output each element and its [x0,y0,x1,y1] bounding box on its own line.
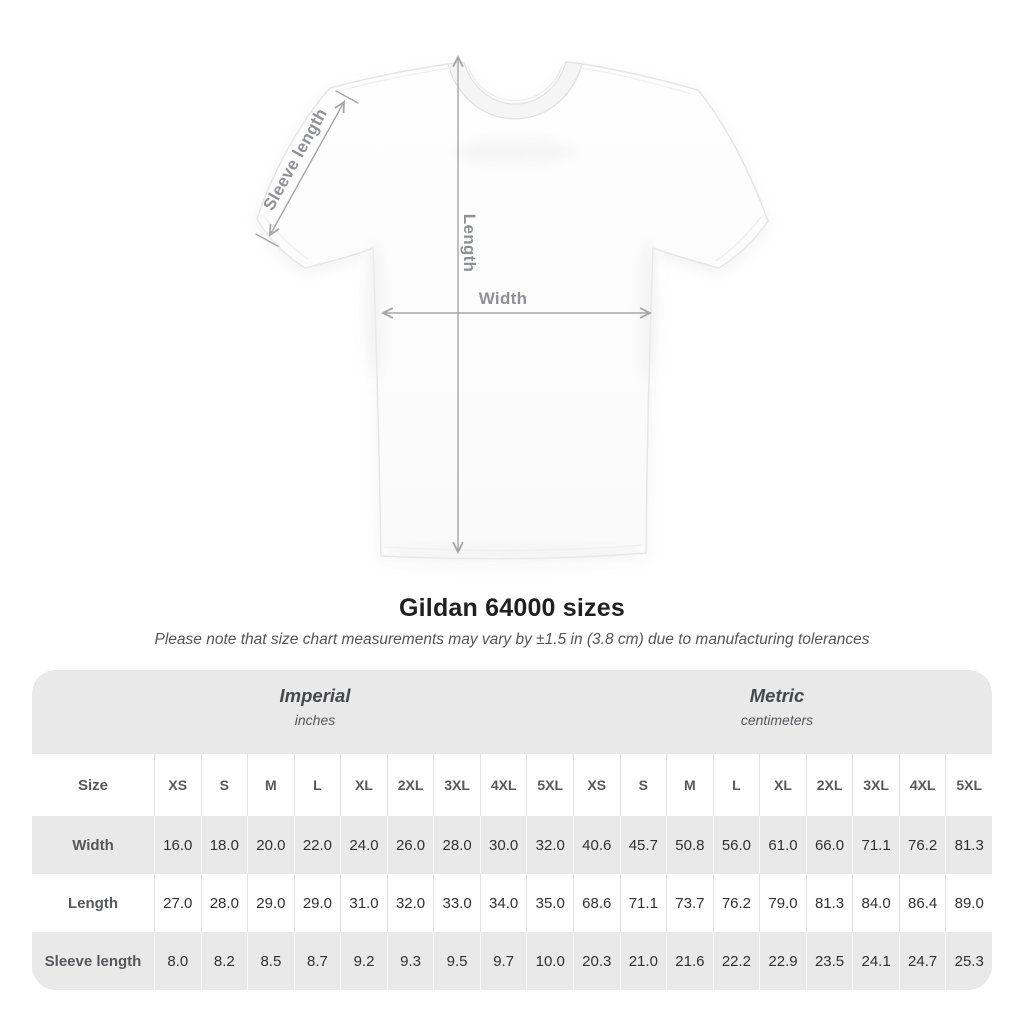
value-cell: 22.9 [759,932,806,990]
row-label: Length [32,874,154,932]
unit-header-band: Imperial inches Metric centimeters [32,670,992,754]
value-cell: 22.0 [293,816,341,874]
value-cell: 40.6 [573,816,620,874]
value-cell: 61.0 [759,816,806,874]
size-chart-table: Imperial inches Metric centimeters Size X… [32,670,992,990]
value-cell: 31.0 [340,874,387,932]
value-cell: 32.0 [526,816,573,874]
length-label: Length [460,214,479,272]
size-col-header: 2XL [805,754,853,816]
value-cell: 73.7 [666,874,713,932]
value-cell: 24.0 [340,816,387,874]
size-col-header: 5XL [945,754,992,816]
metric-title: Metric [749,685,805,706]
size-col-header: 5XL [526,754,573,816]
value-cell: 86.4 [898,874,946,932]
value-cell: 71.1 [619,874,667,932]
value-cell: 23.5 [805,932,853,990]
value-cell: 50.8 [666,816,713,874]
metric-header: Metric centimeters [741,685,813,728]
size-col-header: M [666,754,713,816]
size-col-header: L [712,754,760,816]
value-cell: 9.5 [433,932,480,990]
size-col-header: L [293,754,341,816]
heading: Gildan 64000 sizes Please note that size… [0,594,1024,649]
imperial-unit: inches [294,712,336,728]
value-cell: 28.0 [433,816,480,874]
size-col-header: 3XL [433,754,480,816]
value-cell: 28.0 [200,874,248,932]
value-cell: 9.2 [340,932,387,990]
size-col-header: XL [340,754,387,816]
imperial-title: Imperial [279,685,351,706]
size-col-header: S [619,754,667,816]
value-cell: 20.0 [247,816,294,874]
imperial-header: Imperial inches [280,685,351,728]
size-col-header: XL [759,754,806,816]
value-cell: 21.0 [619,932,667,990]
row-label: Sleeve length [32,932,154,990]
size-col-header: 2XL [386,754,434,816]
value-cell: 25.3 [945,932,992,990]
sleeve-length-arrow [269,100,345,237]
size-col-header: S [200,754,248,816]
value-cell: 9.7 [479,932,527,990]
value-cell: 22.2 [712,932,760,990]
value-cell: 8.7 [293,932,341,990]
value-cell: 27.0 [154,874,201,932]
value-cell: 29.0 [293,874,341,932]
value-cell: 9.3 [386,932,434,990]
page-title: Gildan 64000 sizes [399,594,625,622]
value-cell: 81.3 [805,874,853,932]
value-cell: 20.3 [573,932,620,990]
collar [447,61,583,120]
value-cell: 26.0 [386,816,434,874]
size-col-header: XS [154,754,201,816]
size-col-header: 4XL [898,754,946,816]
value-cell: 18.0 [200,816,248,874]
value-cell: 84.0 [852,874,899,932]
size-col-header: 3XL [852,754,899,816]
value-cell: 8.2 [200,932,248,990]
value-cell: 10.0 [526,932,573,990]
value-cell: 81.3 [945,816,992,874]
value-cell: 56.0 [712,816,760,874]
value-cell: 34.0 [479,874,527,932]
value-cell: 29.0 [247,874,294,932]
value-cell: 8.0 [154,932,201,990]
tolerance-note: Please note that size chart measurements… [154,631,870,648]
size-header-label: Size [32,754,154,816]
size-col-header: M [247,754,294,816]
value-cell: 32.0 [386,874,434,932]
tshirt-diagram: Width Length Sleeve length [255,54,769,560]
value-cell: 21.6 [666,932,713,990]
value-cell: 89.0 [945,874,992,932]
value-cell: 35.0 [526,874,573,932]
value-cell: 71.1 [852,816,899,874]
value-cell: 68.6 [573,874,620,932]
size-chart-grid: Size XS S M L XL 2XL 3XL 4XL 5XL XS S M L XL 2XL 3XL 4XL 5… [32,754,992,990]
width-label: Width [479,289,528,308]
value-cell: 66.0 [805,816,853,874]
value-cell: 8.5 [247,932,294,990]
metric-unit: centimeters [740,712,814,728]
value-cell: 79.0 [759,874,806,932]
measurement-annotations [255,54,653,555]
tshirt-image [256,61,769,560]
value-cell: 16.0 [154,816,201,874]
row-label: Width [32,816,154,874]
size-col-header: 4XL [479,754,527,816]
value-cell: 76.2 [712,874,760,932]
value-cell: 24.1 [852,932,899,990]
size-col-header: XS [573,754,620,816]
value-cell: 24.7 [898,932,946,990]
value-cell: 45.7 [619,816,667,874]
value-cell: 30.0 [479,816,527,874]
value-cell: 76.2 [898,816,946,874]
value-cell: 33.0 [433,874,480,932]
